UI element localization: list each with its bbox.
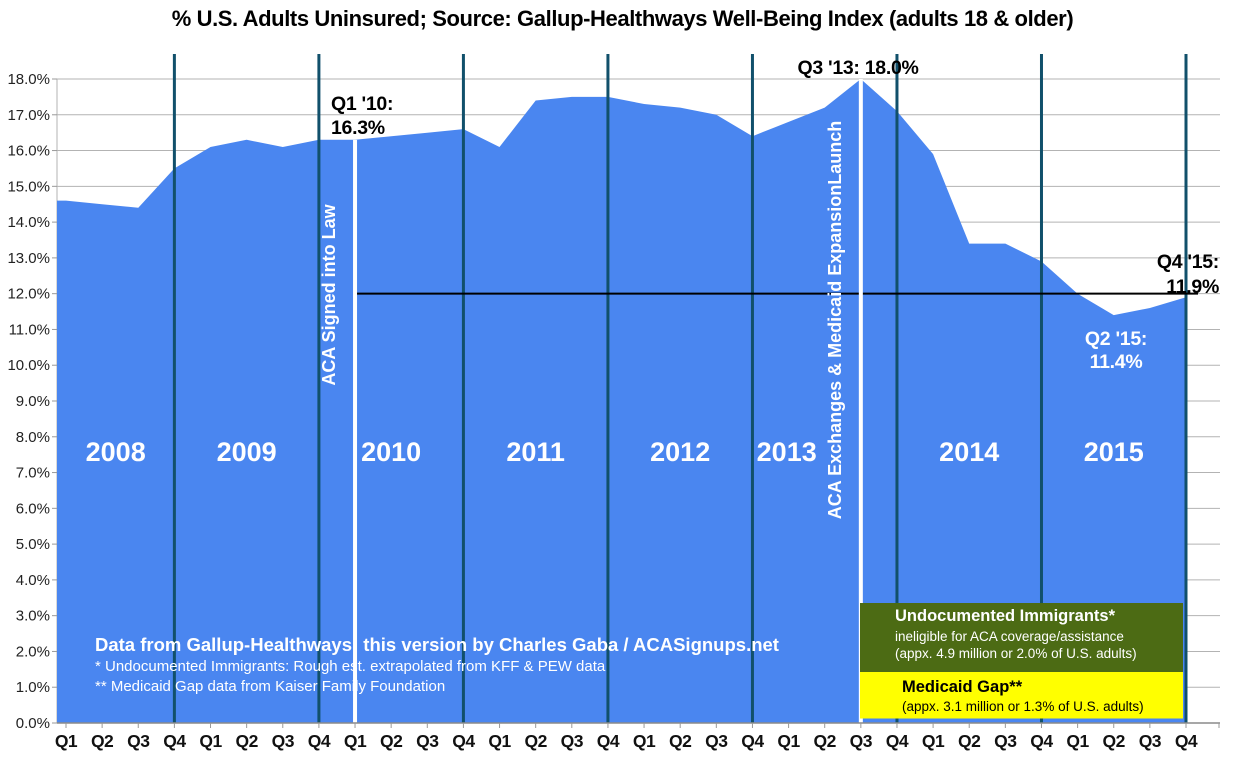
y-tick-label: 16.0% (7, 143, 50, 160)
x-tick-label: Q1 (55, 731, 78, 751)
y-tick-label: 5.0% (16, 536, 50, 553)
year-label-2015: 2015 (1084, 437, 1144, 467)
undocumented-immigrants-text-line: (appx. 4.9 million or 2.0% of U.S. adult… (895, 646, 1137, 661)
aca-signed-label: ACA Signed into Law (319, 203, 339, 385)
y-tick-label: 12.0% (7, 286, 50, 303)
y-tick-label: 17.0% (7, 107, 50, 124)
year-label-2008: 2008 (86, 437, 146, 467)
chart-title: % U.S. Adults Uninsured; Source: Gallup-… (171, 6, 1074, 31)
y-tick-label: 14.0% (7, 214, 50, 231)
medicaid-gap-box (860, 672, 1183, 719)
y-tick-label: 11.0% (9, 321, 50, 338)
undocumented-immigrants-box (860, 603, 1183, 672)
x-tick-label: Q1 (1066, 731, 1089, 751)
x-tick-label: Q2 (91, 731, 114, 751)
year-label-2013: 2013 (757, 437, 817, 467)
annotation-q2-15: 11.4% (1090, 351, 1143, 373)
annotation-q1-10: 16.3% (331, 117, 385, 139)
annotation-q3-13: Q3 '13: 18.0% (797, 57, 918, 79)
medicaid-gap-text-line: Medicaid Gap** (902, 678, 1023, 696)
x-tick-label: Q2 (669, 731, 692, 751)
x-tick-label: Q4 (886, 731, 909, 751)
y-tick-label: 2.0% (16, 643, 50, 660)
y-tick-label: 3.0% (16, 608, 50, 625)
footer-line-2: * Undocumented Immigrants: Rough est. ex… (95, 658, 606, 675)
x-tick-label: Q4 (163, 731, 186, 751)
footer-line-3: ** Medicaid Gap data from Kaiser Family … (95, 678, 445, 695)
y-tick-label: 7.0% (16, 465, 50, 482)
x-tick-label: Q2 (1103, 731, 1126, 751)
x-tick-label: Q4 (1030, 731, 1053, 751)
year-label-2010: 2010 (361, 437, 421, 467)
x-tick-label: Q3 (416, 731, 439, 751)
annotation-q2-15: Q2 '15: (1085, 328, 1147, 350)
x-tick-label: Q1 (777, 731, 800, 751)
year-label-2009: 2009 (217, 437, 277, 467)
medicaid-gap-text-line: (appx. 3.1 million or 1.3% of U.S. adult… (902, 699, 1144, 714)
y-tick-label: 0.0% (16, 715, 50, 732)
year-label-2011: 2011 (506, 437, 565, 467)
annotation-q4-15: 11.9% (1166, 276, 1219, 298)
y-tick-label: 9.0% (16, 393, 50, 410)
undocumented-immigrants-text-line: ineligible for ACA coverage/assistance (895, 629, 1124, 644)
year-label-2014: 2014 (939, 437, 999, 467)
x-tick-label: Q1 (344, 731, 367, 751)
x-tick-label: Q2 (380, 731, 403, 751)
y-tick-label: 6.0% (16, 500, 50, 517)
y-tick-label: 1.0% (16, 679, 50, 696)
x-tick-label: Q1 (922, 731, 945, 751)
x-tick-label: Q2 (235, 731, 258, 751)
x-tick-label: Q3 (850, 731, 873, 751)
x-tick-label: Q1 (199, 731, 222, 751)
y-tick-label: 18.0% (7, 71, 50, 88)
x-tick-label: Q4 (597, 731, 620, 751)
y-tick-label: 8.0% (16, 429, 50, 446)
x-tick-label: Q3 (1139, 731, 1162, 751)
y-tick-label: 4.0% (16, 572, 50, 589)
x-tick-label: Q4 (741, 731, 764, 751)
x-tick-label: Q3 (561, 731, 584, 751)
x-tick-label: Q3 (127, 731, 150, 751)
aca-exchanges-label: ACA Exchanges & Medicaid ExpansionLaunch (825, 121, 845, 519)
y-tick-label: 13.0% (7, 250, 50, 267)
annotation-q4-15: Q4 '15: (1157, 251, 1219, 273)
x-tick-label: Q3 (272, 731, 295, 751)
x-tick-label: Q4 (308, 731, 331, 751)
x-tick-label: Q4 (1175, 731, 1198, 751)
year-label-2012: 2012 (650, 437, 710, 467)
x-tick-label: Q2 (958, 731, 981, 751)
x-tick-label: Q2 (524, 731, 547, 751)
x-tick-label: Q3 (994, 731, 1017, 751)
annotation-q1-10: Q1 '10: (331, 93, 393, 115)
x-tick-label: Q3 (705, 731, 728, 751)
x-tick-label: Q2 (814, 731, 837, 751)
y-tick-label: 15.0% (7, 178, 50, 195)
uninsured-area-series (57, 79, 1186, 723)
undocumented-immigrants-text-line: Undocumented Immigrants* (895, 607, 1116, 625)
x-tick-label: Q1 (633, 731, 656, 751)
x-tick-label: Q4 (452, 731, 475, 751)
x-tick-label: Q1 (488, 731, 511, 751)
footer-line-1: Data from Gallup-Healthways; this versio… (95, 634, 779, 655)
y-tick-label: 10.0% (7, 357, 50, 374)
